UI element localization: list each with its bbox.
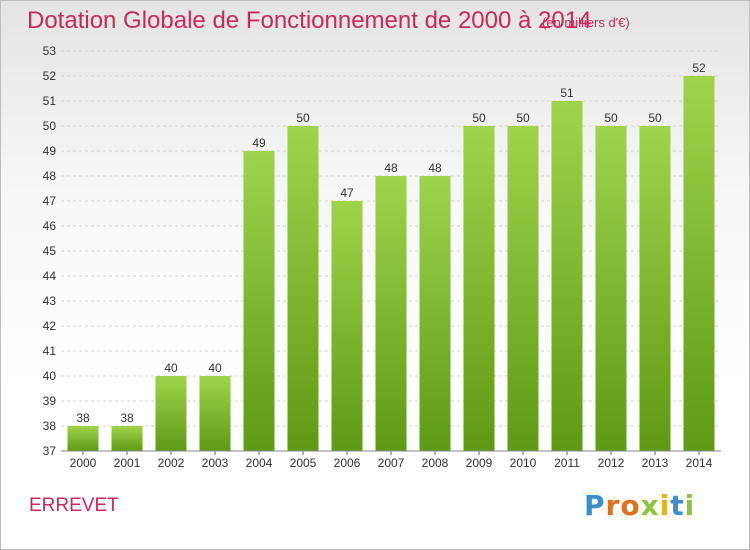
bar-value-label: 47 [340, 186, 354, 200]
bar [111, 426, 143, 451]
bar [155, 376, 187, 451]
y-tick-label: 38 [43, 419, 57, 433]
x-tick-label: 2007 [378, 456, 405, 470]
bar-value-label: 40 [208, 361, 222, 375]
y-tick-label: 48 [43, 169, 57, 183]
chart-title: Dotation Globale de Fonctionnement de 20… [27, 7, 592, 34]
bar [551, 101, 583, 451]
y-tick-label: 50 [43, 119, 57, 133]
commune-name: ERREVET [29, 495, 119, 516]
bar [507, 126, 539, 451]
y-tick-label: 52 [43, 69, 57, 83]
bar-value-label: 40 [164, 361, 178, 375]
y-tick-labels: 37 38 39 40 41 42 43 44 45 46 47 48 49 50 51 52 53 [43, 44, 57, 458]
x-tick-label: 2011 [554, 456, 580, 470]
bar-value-label: 50 [472, 111, 486, 125]
proxiti-logo: Proxiti [584, 489, 696, 522]
y-tick-label: 51 [43, 94, 57, 108]
x-tick-label: 2001 [114, 456, 141, 470]
x-tick-label: 2010 [510, 456, 537, 470]
y-tick-label: 47 [43, 194, 57, 208]
y-tick-label: 43 [43, 294, 57, 308]
bar-value-label: 51 [560, 86, 574, 100]
bar-value-label: 50 [604, 111, 618, 125]
x-tick-label: 2012 [598, 456, 625, 470]
bar [67, 426, 99, 451]
bar [331, 201, 363, 451]
y-tick-label: 46 [43, 219, 57, 233]
x-tick-label: 2003 [202, 456, 229, 470]
bar [243, 151, 275, 451]
x-tick-label: 2008 [422, 456, 449, 470]
bar [639, 126, 671, 451]
x-tick-label: 2013 [642, 456, 669, 470]
bar-value-label: 52 [692, 61, 706, 75]
y-tick-label: 53 [43, 44, 57, 58]
bar [463, 126, 495, 451]
y-tick-label: 39 [43, 394, 57, 408]
bar [375, 176, 407, 451]
bar [287, 126, 319, 451]
bar-value-label: 50 [648, 111, 662, 125]
bar [683, 76, 715, 451]
y-tick-label: 44 [43, 269, 57, 283]
x-tick-labels: 2000 2001 2002 2003 2004 2005 2006 2007 2008 2009… [70, 451, 713, 470]
bar [419, 176, 451, 451]
bar-value-label: 38 [120, 411, 134, 425]
x-tick-label: 2002 [158, 456, 185, 470]
bar-value-label: 48 [384, 161, 398, 175]
y-tick-label: 42 [43, 319, 57, 333]
bar [595, 126, 627, 451]
bars: 38 38 40 40 49 50 47 48 48 50 50 51 50 50 52 [67, 61, 715, 451]
bar-value-label: 49 [252, 136, 266, 150]
y-tick-label: 45 [43, 244, 57, 258]
bar-value-label: 38 [76, 411, 90, 425]
x-tick-label: 2009 [466, 456, 493, 470]
y-tick-label: 40 [43, 369, 57, 383]
y-tick-label: 49 [43, 144, 57, 158]
y-tick-label: 41 [43, 344, 57, 358]
x-tick-label: 2005 [290, 456, 317, 470]
x-tick-label: 2014 [686, 456, 713, 470]
chart-subtitle: (en milliers d'€) [542, 15, 630, 30]
x-tick-label: 2000 [70, 456, 97, 470]
bar-value-label: 50 [296, 111, 310, 125]
bar [199, 376, 231, 451]
x-tick-label: 2004 [246, 456, 273, 470]
bar-value-label: 48 [428, 161, 442, 175]
y-tick-label: 37 [43, 444, 57, 458]
x-tick-label: 2006 [334, 456, 361, 470]
bar-value-label: 50 [516, 111, 530, 125]
